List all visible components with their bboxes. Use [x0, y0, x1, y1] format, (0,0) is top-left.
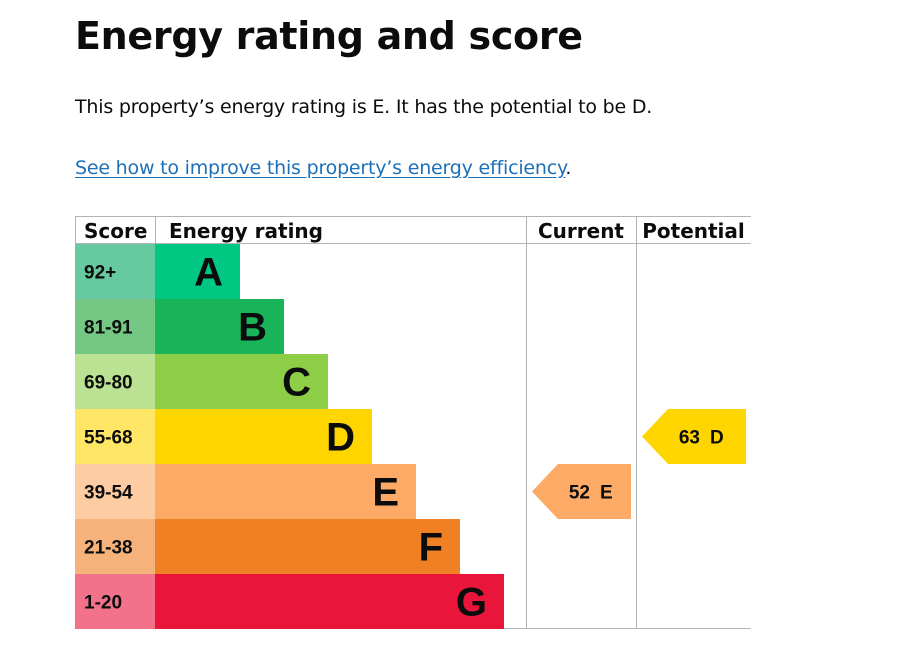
score-range-f: 21-38: [84, 538, 133, 559]
header-current: Current: [538, 219, 624, 243]
rating-letter-e: E: [372, 471, 399, 515]
rating-letter-f: F: [419, 526, 443, 570]
score-range-c: 69-80: [84, 373, 133, 394]
score-range-a: 92+: [84, 263, 116, 284]
rating-bar-d: [155, 409, 372, 464]
rating-bar-a: [155, 244, 240, 299]
score-cell-c: [75, 354, 155, 409]
rating-bar-f: [155, 519, 460, 574]
rating-bar-g: [155, 574, 504, 629]
score-range-b: 81-91: [84, 318, 133, 339]
score-cell-b: [75, 299, 155, 354]
current-rating-arrow: [532, 464, 631, 519]
rating-letter-b: B: [238, 306, 267, 350]
header-energy-rating: Energy rating: [169, 219, 323, 243]
score-range-d: 55-68: [84, 428, 133, 449]
potential-rating-arrow: [642, 409, 746, 464]
score-cell-d: [75, 409, 155, 464]
header-potential: Potential: [642, 219, 745, 243]
score-cell-g: [75, 574, 155, 629]
score-cell-a: [75, 244, 155, 299]
current-score: 52: [569, 483, 590, 504]
improve-efficiency-link[interactable]: See how to improve this property’s energ…: [75, 157, 566, 179]
potential-score: 63: [679, 428, 700, 449]
rating-bar-c: [155, 354, 328, 409]
rating-letter-a: A: [194, 251, 223, 295]
rating-bar-e: [155, 464, 416, 519]
score-range-e: 39-54: [84, 483, 133, 504]
link-suffix: .: [565, 157, 572, 179]
score-cell-f: [75, 519, 155, 574]
rating-letter-g: G: [456, 581, 487, 625]
score-range-g: 1-20: [84, 593, 122, 614]
potential-letter: D: [710, 428, 724, 449]
rating-summary: This property’s energy rating is E. It h…: [75, 96, 653, 118]
improve-link-line: See how to improve this property’s energ…: [75, 157, 571, 179]
rating-letter-c: C: [282, 361, 311, 405]
current-letter: E: [600, 483, 613, 504]
rating-letter-d: D: [326, 416, 355, 460]
page-title: Energy rating and score: [75, 14, 583, 58]
header-score: Score: [84, 219, 147, 243]
rating-bar-b: [155, 299, 284, 354]
score-cell-e: [75, 464, 155, 519]
